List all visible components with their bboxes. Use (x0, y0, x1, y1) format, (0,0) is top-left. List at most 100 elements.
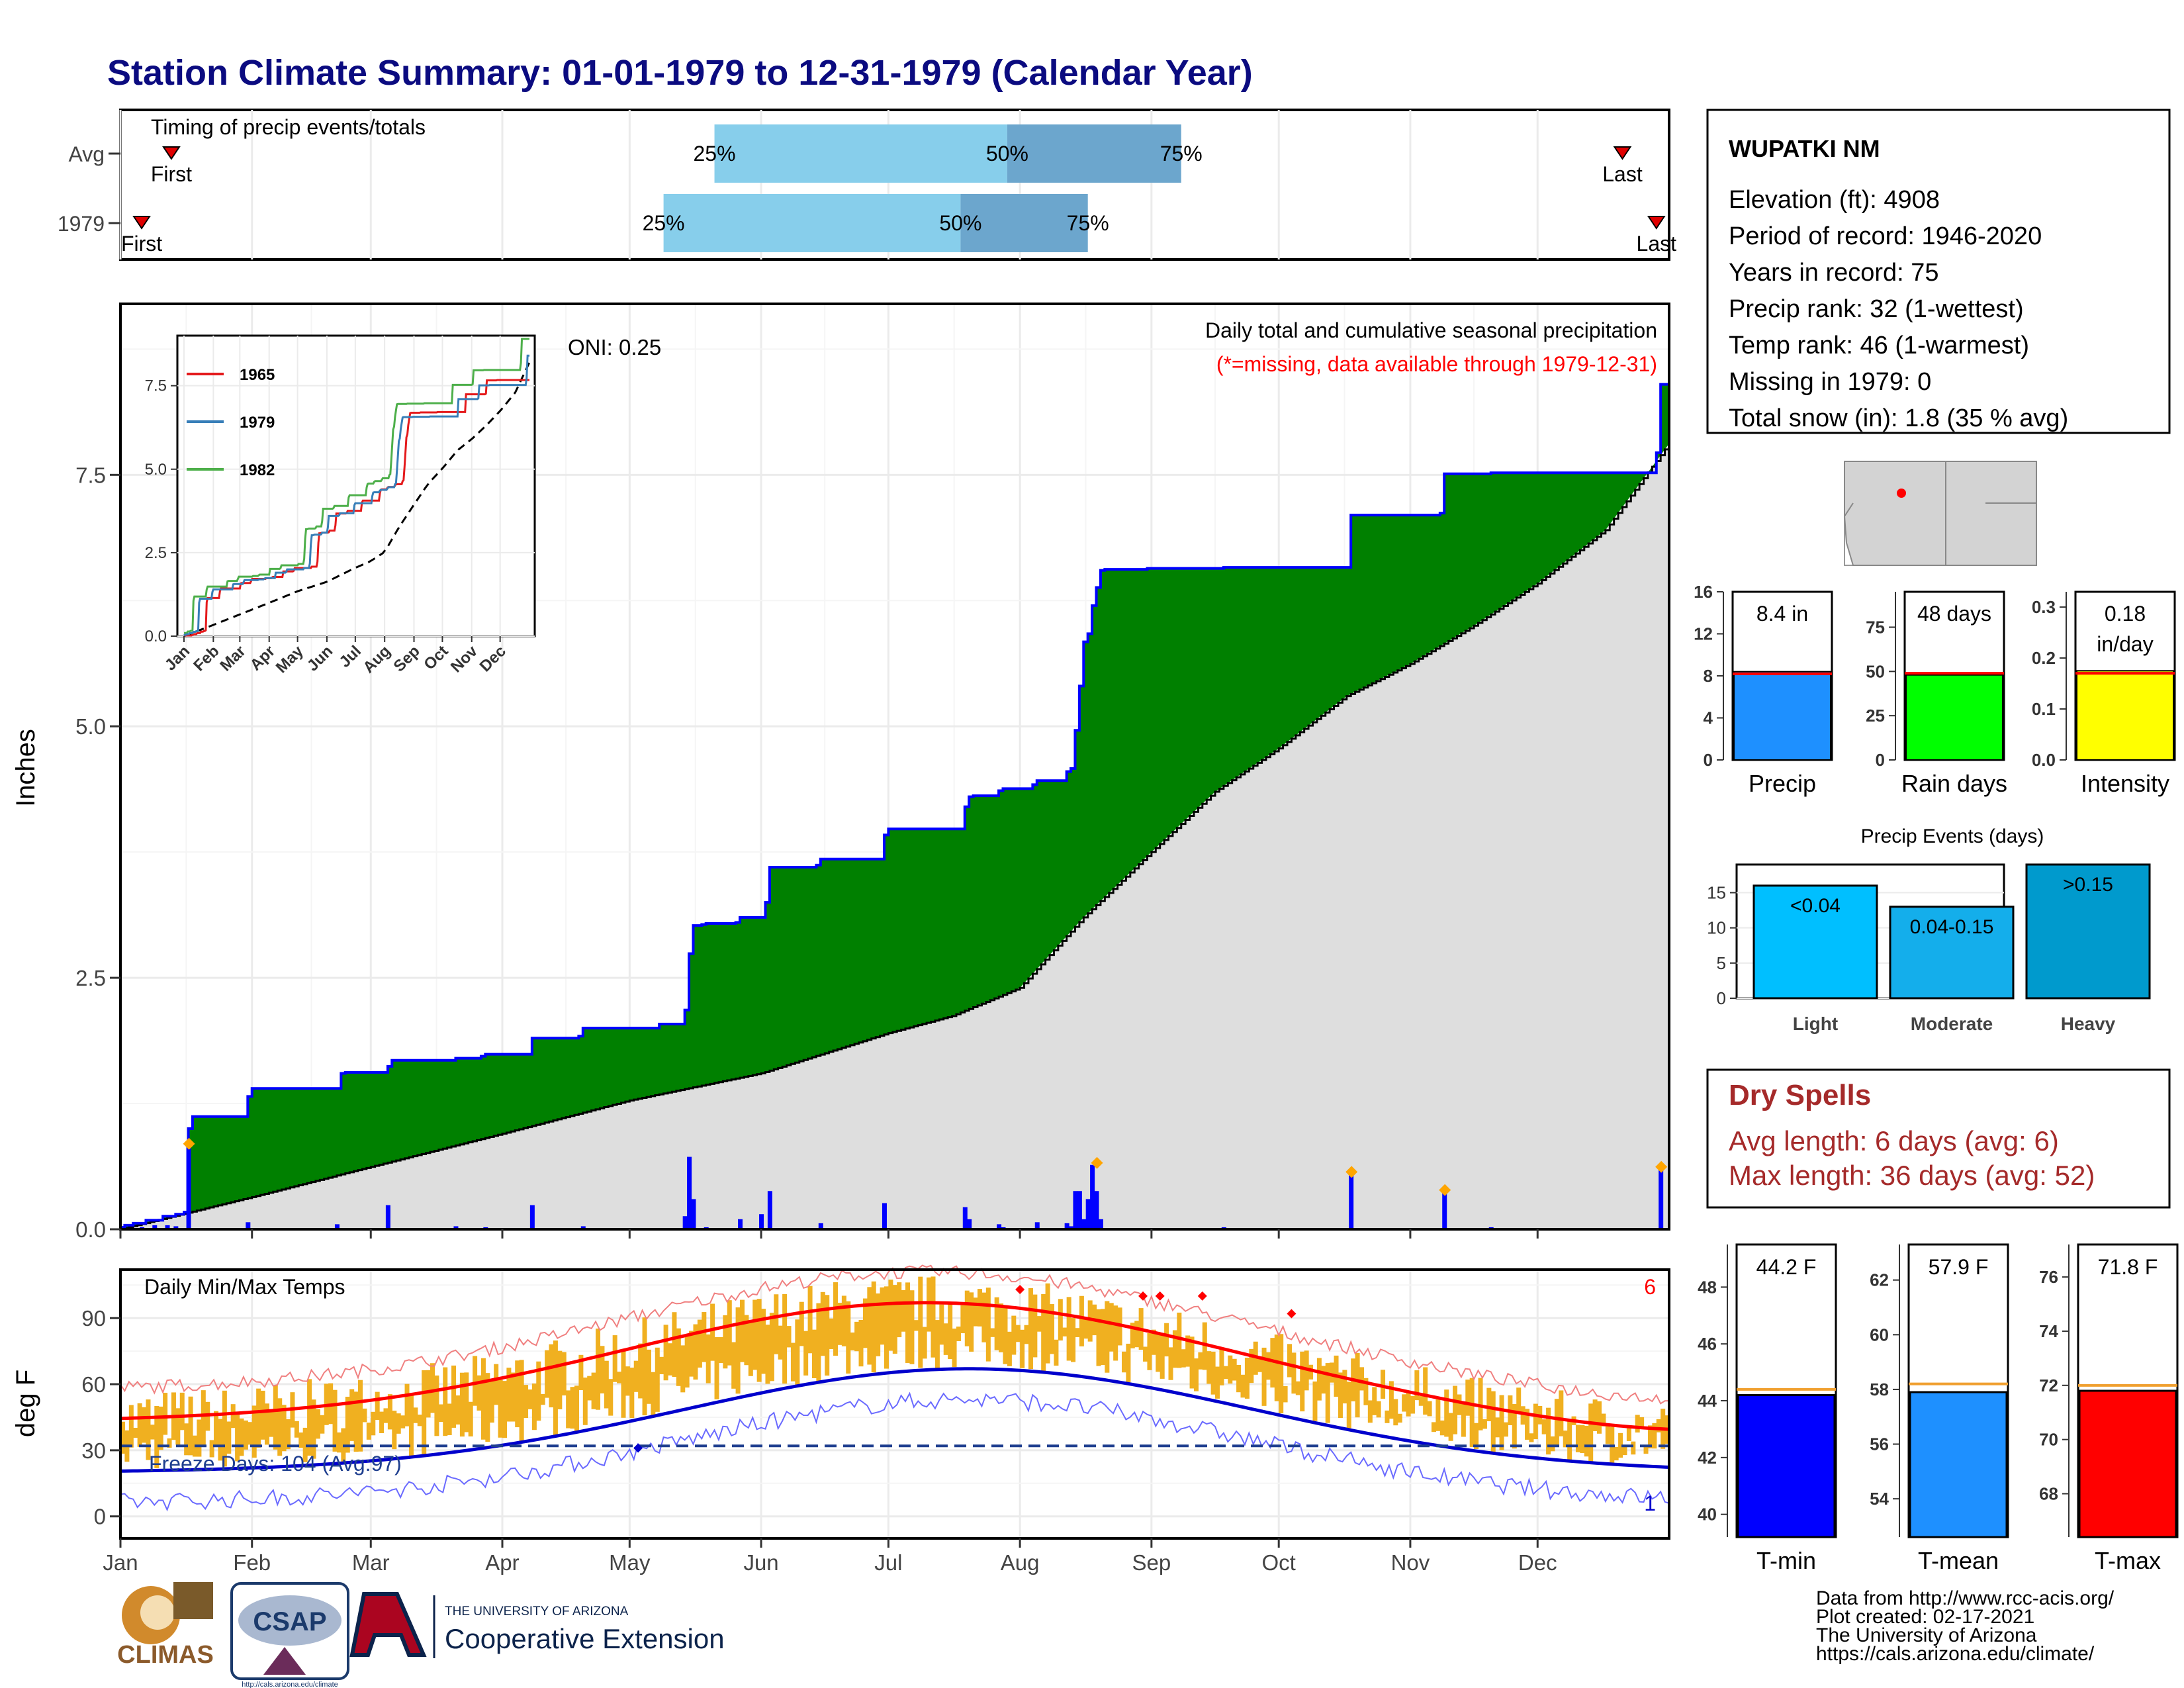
daily-temp-range-bar (884, 1286, 889, 1369)
daily-temp-range-bar (163, 1393, 168, 1435)
normal-cumulative-area (120, 444, 1669, 1230)
daily-temp-range-bar (1321, 1366, 1326, 1394)
daily-temp-range-bar (1232, 1358, 1237, 1381)
daily-temp-range-bar (756, 1299, 762, 1382)
mini-bar-name: Rain days (1901, 770, 2007, 797)
temps-y-tick-label: 0 (94, 1505, 106, 1529)
daily-temp-range-bar (693, 1324, 698, 1380)
daily-temp-range-bar (366, 1423, 371, 1440)
daily-precip-bar (1659, 1168, 1664, 1229)
month-label: Apr (485, 1550, 519, 1575)
daily-temp-range-bar (1550, 1436, 1555, 1452)
daily-temp-range-bar (1045, 1283, 1050, 1364)
daily-temp-range-bar (1431, 1422, 1436, 1432)
daily-temp-range-bar (714, 1336, 719, 1399)
daily-temp-range-bar (1656, 1419, 1661, 1432)
daily-temp-range-bar (1359, 1367, 1365, 1391)
temps-panel: Daily Min/Max Temps Freeze Days: 104 (Av… (11, 1264, 1670, 1575)
daily-temp-range-bar (1381, 1370, 1386, 1399)
daily-temp-range-bar (1151, 1329, 1156, 1355)
daily-temp-range-bar (1414, 1370, 1420, 1401)
daily-temp-range-bar (1096, 1309, 1101, 1366)
daily-precip-bar (1034, 1222, 1040, 1229)
temps-count-low: 1 (1644, 1491, 1656, 1515)
daily-temp-range-bar (477, 1375, 482, 1411)
daily-temp-range-bar (909, 1290, 915, 1364)
daily-temp-range-bar (480, 1358, 486, 1440)
daily-precip-bar (691, 1199, 696, 1229)
timing-bar-50-75 (1007, 124, 1181, 183)
daily-temp-range-bar (1181, 1349, 1186, 1368)
daily-precip-bar (1073, 1191, 1078, 1229)
daily-temp-range-bar (782, 1293, 788, 1384)
daily-temp-range-bar (218, 1419, 223, 1461)
daily-temp-range-bar (811, 1329, 817, 1378)
temp-bar-tick-label: 68 (2039, 1484, 2058, 1504)
daily-temp-range-bar (1592, 1399, 1598, 1431)
daily-temp-range-bar (1342, 1370, 1347, 1404)
daily-temp-range-bar (1423, 1367, 1428, 1415)
temp-bar-tick-label: 62 (1870, 1270, 1889, 1290)
daily-precip-bar (152, 1225, 158, 1229)
daily-temp-range-bar (1406, 1391, 1411, 1417)
temps-label: Daily Min/Max Temps (144, 1275, 345, 1299)
daily-temp-range-bar (438, 1404, 443, 1423)
timing-bar-25-50 (663, 194, 961, 252)
daily-temp-range-bar (137, 1403, 142, 1447)
daily-temp-range-bar (188, 1396, 193, 1456)
daily-temp-range-bar (256, 1388, 261, 1448)
daily-temp-range-bar (1244, 1358, 1250, 1399)
daily-precip-bar (1094, 1191, 1099, 1229)
daily-precip-bar (246, 1222, 251, 1229)
daily-temp-range-bar (286, 1419, 291, 1450)
daily-temp-range-bar (1160, 1333, 1165, 1379)
daily-temp-range-bar (897, 1282, 902, 1338)
daily-temp-range-bar (531, 1383, 537, 1430)
daily-temp-range-bar (1639, 1417, 1645, 1428)
events-category-label: Heavy (2061, 1013, 2116, 1034)
daily-temp-range-bar (1032, 1294, 1038, 1358)
record-low-marker (633, 1443, 643, 1453)
station-line: Precip rank: 32 (1-wettest) (1729, 295, 2024, 323)
daily-temp-range-bar (1316, 1358, 1322, 1401)
daily-temp-range-bar (862, 1298, 868, 1348)
mini-bar-value (2076, 670, 2174, 761)
daily-temp-range-bar (209, 1440, 214, 1458)
temp-bar-name: T-mean (1918, 1547, 1999, 1574)
daily-precip-bar (882, 1203, 887, 1229)
daily-temp-range-bar (960, 1305, 966, 1334)
timing-row-label: Avg (68, 142, 105, 166)
daily-temp-range-bar (353, 1391, 359, 1452)
daily-temp-range-bar (1210, 1351, 1216, 1395)
daily-temp-range-bar (1007, 1331, 1012, 1366)
daily-temp-range-bar (553, 1340, 558, 1436)
daily-temp-range-bar (1054, 1339, 1059, 1366)
daily-temp-range-bar (371, 1411, 376, 1436)
inset-legend-label: 1982 (240, 461, 275, 479)
mini-bar-tick-label: 8 (1704, 666, 1713, 686)
daily-temp-range-bar (807, 1286, 813, 1354)
daily-temp-range-bar (858, 1320, 864, 1367)
climas-logo-block (173, 1582, 213, 1619)
month-label: Nov (1391, 1550, 1430, 1575)
daily-temp-range-bar (578, 1354, 584, 1390)
daily-precip-bar (173, 1226, 179, 1229)
daily-temp-range-bar (587, 1376, 592, 1401)
daily-precip-bar (1442, 1191, 1447, 1229)
daily-temp-range-bar (888, 1280, 893, 1351)
daily-temp-range-bar (981, 1292, 987, 1342)
daily-temp-range-bar (846, 1301, 851, 1374)
daily-temp-range-bar (1295, 1381, 1300, 1395)
inset-y-tick-label: 5.0 (145, 461, 167, 479)
daily-temp-range-bar (1618, 1432, 1623, 1458)
daily-temp-range-bar (994, 1297, 999, 1350)
daily-temp-range-bar (1614, 1446, 1619, 1461)
daily-temp-range-bar (383, 1408, 388, 1423)
daily-temp-range-bar (655, 1347, 660, 1412)
daily-temp-range-bar (697, 1319, 702, 1368)
month-label: Sep (1132, 1550, 1171, 1575)
daily-temp-range-bar (1516, 1387, 1522, 1412)
precip-y-tick-label: 5.0 (75, 714, 106, 739)
daily-temp-range-bar (1202, 1322, 1207, 1370)
daily-temp-range-bar (133, 1427, 138, 1438)
